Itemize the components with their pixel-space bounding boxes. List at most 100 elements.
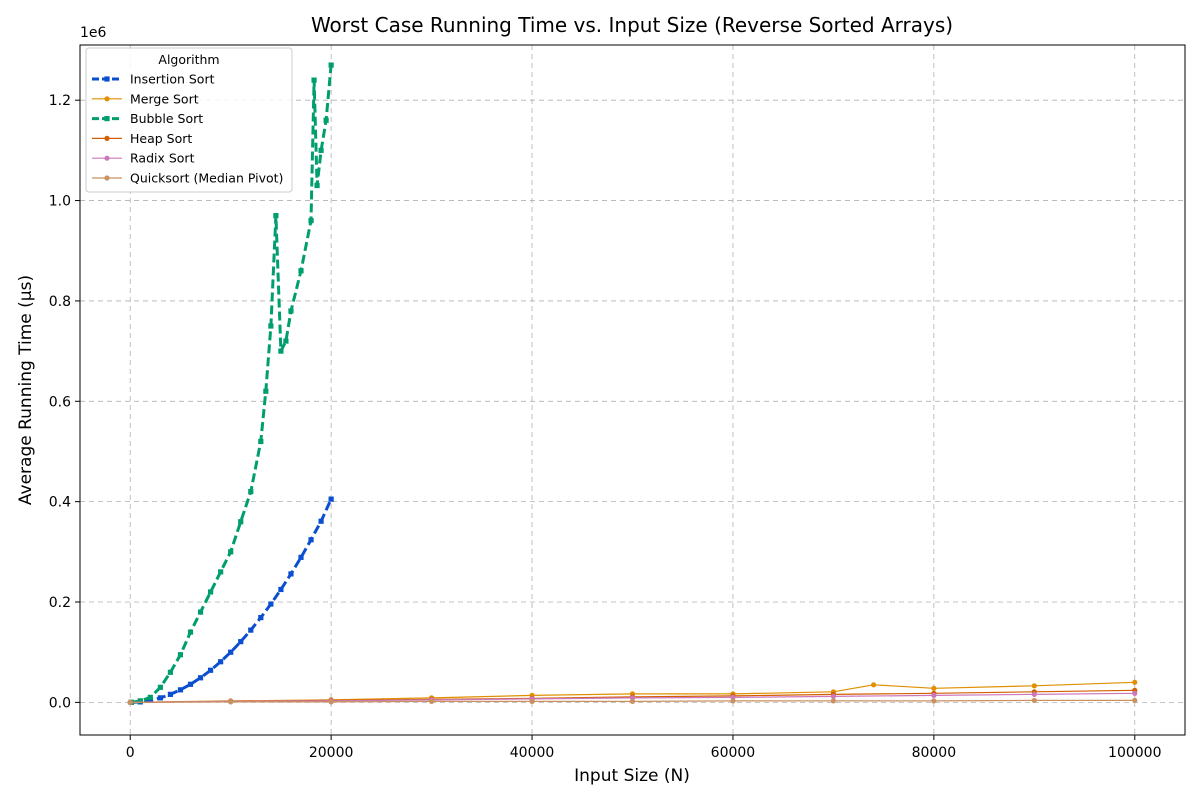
x-axis-label: Input Size (N)	[574, 766, 690, 786]
data-point	[157, 684, 163, 690]
data-point	[318, 518, 324, 524]
y-axis-offset-label: 1e6	[80, 25, 107, 41]
data-point	[288, 308, 294, 314]
data-point	[137, 698, 143, 704]
data-point	[207, 667, 214, 673]
y-tick-label: 0.4	[49, 495, 71, 511]
data-point	[311, 77, 317, 83]
chart-title: Worst Case Running Time vs. Input Size (…	[311, 13, 953, 37]
data-point	[268, 601, 274, 607]
data-point	[258, 438, 264, 445]
data-point	[157, 695, 163, 701]
legend-label: Radix Sort	[130, 151, 195, 166]
data-point	[308, 537, 314, 543]
y-tick-label: 0.2	[49, 595, 71, 611]
data-point	[147, 697, 153, 703]
data-point	[870, 682, 877, 688]
data-point	[1132, 697, 1138, 703]
legend-frame	[85, 47, 293, 193]
x-tick-label: 20000	[309, 745, 354, 761]
data-point	[278, 348, 284, 354]
plot-area-frame	[79, 44, 1186, 736]
data-point	[328, 62, 334, 68]
y-tick-label: 1.2	[49, 93, 71, 109]
data-point	[314, 182, 320, 189]
data-point	[298, 554, 304, 560]
data-point	[273, 213, 279, 219]
data-point	[1132, 679, 1138, 685]
data-point	[187, 681, 194, 687]
legend-items: Insertion Sort Merge Sort Bubble Sort Heap …	[92, 72, 283, 186]
data-point	[207, 589, 214, 595]
legend-item: Quicksort (Median Pivot)	[92, 171, 283, 186]
data-point	[328, 496, 334, 502]
data-point	[278, 586, 284, 593]
data-point	[147, 694, 153, 700]
data-point	[238, 519, 244, 525]
legend-item: Heap Sort	[92, 131, 192, 146]
data-point	[248, 489, 254, 495]
data-point	[308, 218, 314, 224]
y-axis: 0.0 0.2 0.4 0.6 0.8 1.0 1.2	[49, 93, 80, 711]
x-tick-label: 60000	[711, 745, 756, 761]
data-point	[127, 699, 133, 705]
legend-marker	[104, 175, 110, 181]
series-layer	[127, 62, 1138, 705]
legend-marker	[104, 135, 110, 141]
x-tick-label: 100000	[1108, 745, 1161, 761]
data-point	[187, 629, 194, 635]
series-insertion-sort	[128, 496, 334, 705]
series-quicksort-median-pivot	[127, 697, 1138, 705]
x-axis: 0 20000 40000 60000 80000 100000	[126, 735, 1161, 761]
legend-marker	[104, 76, 110, 82]
data-point	[318, 147, 324, 153]
legend-label: Bubble Sort	[130, 111, 203, 126]
data-point	[931, 685, 937, 691]
legend-item: Insertion Sort	[92, 72, 215, 87]
data-point	[167, 691, 174, 697]
x-tick-label: 80000	[912, 745, 957, 761]
data-point	[1031, 691, 1037, 697]
y-tick-label: 0.6	[49, 394, 71, 410]
data-point	[1031, 683, 1037, 689]
data-point	[263, 388, 269, 394]
legend-label: Quicksort (Median Pivot)	[130, 171, 283, 186]
legend-label: Merge Sort	[130, 91, 199, 106]
data-point	[167, 669, 174, 675]
y-tick-label: 0.0	[49, 695, 71, 711]
data-point	[529, 698, 535, 704]
legend-marker	[104, 116, 110, 122]
legend-label: Insertion Sort	[130, 72, 215, 87]
data-point	[218, 569, 224, 575]
data-point	[238, 639, 244, 645]
data-point	[298, 268, 304, 274]
x-tick-label: 40000	[510, 745, 555, 761]
y-axis-label: Average Running Time (μs)	[16, 275, 36, 505]
data-point	[629, 698, 636, 704]
legend-marker	[104, 96, 110, 102]
series-line	[131, 498, 333, 704]
data-point	[248, 627, 254, 633]
data-point	[177, 652, 184, 658]
data-point	[830, 693, 837, 699]
legend-item: Radix Sort	[92, 151, 195, 166]
legend-label: Heap Sort	[130, 131, 192, 146]
data-point	[228, 649, 234, 655]
data-point	[1031, 697, 1037, 703]
data-point	[328, 699, 334, 705]
legend-marker	[104, 155, 110, 161]
data-point	[283, 338, 289, 344]
data-point	[258, 614, 264, 621]
data-point	[830, 698, 837, 704]
data-point	[228, 699, 234, 705]
data-point	[323, 117, 329, 123]
data-point	[931, 698, 937, 704]
legend: Algorithm Insertion Sort Merge Sort Bubble…	[85, 47, 293, 193]
y-tick-label: 1.0	[49, 194, 71, 210]
data-point	[218, 659, 224, 665]
data-point	[197, 675, 204, 681]
legend-item: Merge Sort	[92, 91, 199, 106]
data-point	[730, 698, 736, 704]
